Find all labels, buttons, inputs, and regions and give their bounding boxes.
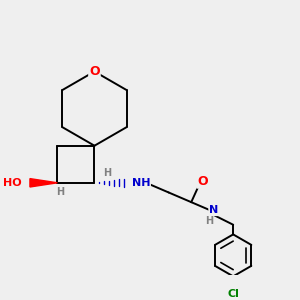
Text: O: O <box>197 175 208 188</box>
Text: NH: NH <box>132 178 150 188</box>
Polygon shape <box>30 178 57 187</box>
Text: H: H <box>205 216 213 226</box>
Text: N: N <box>209 205 218 215</box>
Text: H: H <box>56 187 65 197</box>
Text: Cl: Cl <box>227 290 239 299</box>
Text: H: H <box>103 168 111 178</box>
Text: HO: HO <box>3 178 22 188</box>
Text: O: O <box>89 65 100 78</box>
